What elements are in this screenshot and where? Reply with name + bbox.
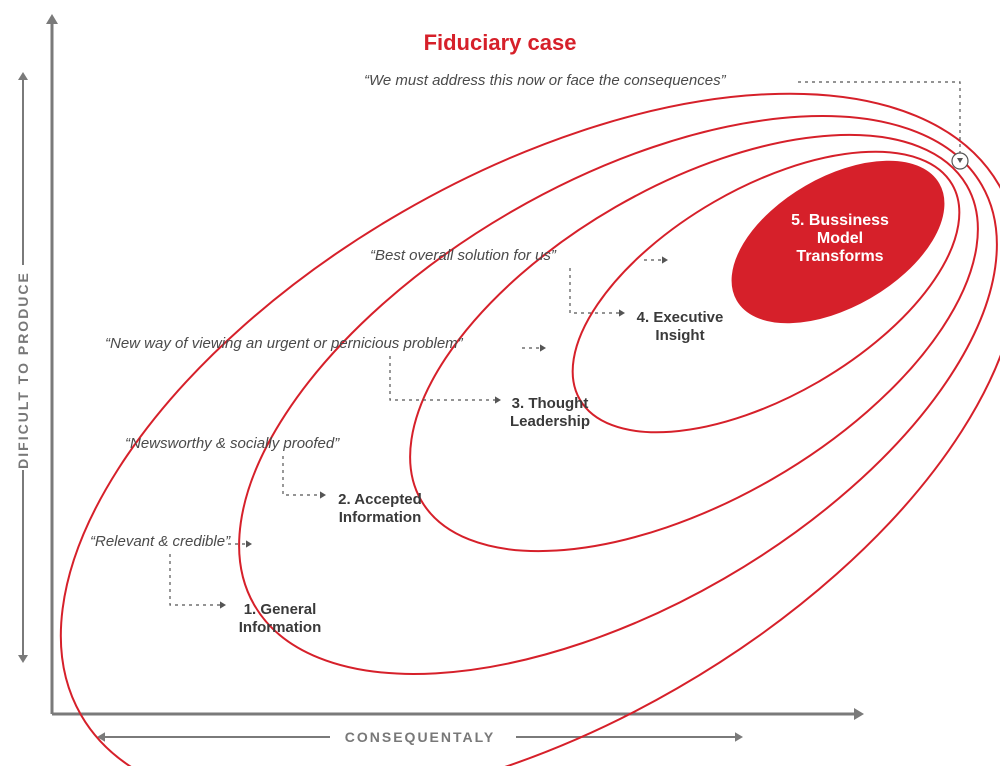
stage-1-connector (170, 554, 220, 605)
stage-1-label: 1. GeneralInformation (239, 601, 322, 636)
stage-2-label: 2. AcceptedInformation (338, 491, 422, 526)
stage-2-quote: “Newsworthy & socially proofed” (125, 435, 340, 452)
stage-5-connector (798, 82, 960, 156)
stage-3-quote: “New way of viewing an urgent or pernici… (105, 335, 464, 352)
ellipse-1 (0, 0, 1000, 766)
fiduciary-diagram: CONSEQUENTALY DIFICULT TO PRODUCE Fiduciar… (0, 0, 1000, 766)
stage-1-quote: “Relevant & credible” (90, 533, 231, 550)
diagram-title: Fiduciary case (424, 30, 577, 55)
stage-2-connector (283, 456, 320, 495)
y-axis-label: DIFICULT TO PRODUCE (15, 271, 31, 469)
stage-4-label: 4. ExecutiveInsight (637, 309, 724, 344)
x-axis-label: CONSEQUENTALY (345, 729, 495, 745)
stage-4-connector (570, 268, 619, 313)
stage-4-quote: “Best overall solution for us” (370, 247, 557, 264)
y-axis-label-group: DIFICULT TO PRODUCE (15, 72, 31, 663)
stage-5-quote: “We must address this now or face the co… (364, 72, 727, 89)
stage-3-label: 3. ThoughtLeadership (510, 395, 590, 430)
